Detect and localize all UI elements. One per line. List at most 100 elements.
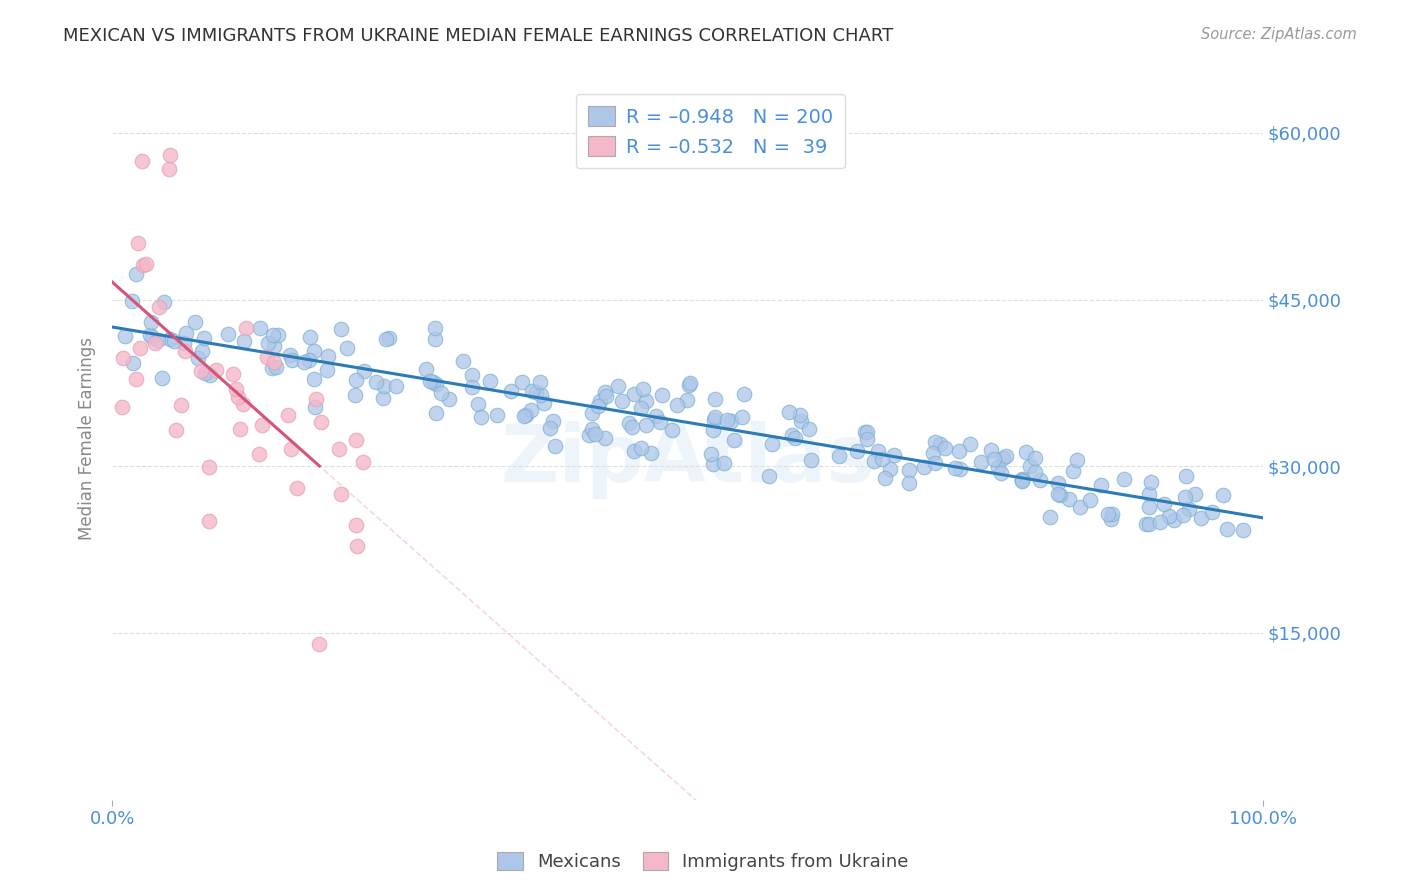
Point bbox=[247, 447, 270, 461]
Point bbox=[530, 388, 553, 402]
Point bbox=[870, 452, 893, 467]
Point bbox=[197, 514, 219, 528]
Point bbox=[352, 455, 374, 469]
Point bbox=[280, 442, 302, 456]
Point bbox=[1066, 453, 1088, 467]
Point bbox=[344, 433, 367, 447]
Point bbox=[1149, 515, 1171, 529]
Point bbox=[262, 328, 284, 343]
Point bbox=[897, 462, 920, 476]
Point bbox=[868, 443, 890, 458]
Point bbox=[543, 414, 565, 428]
Point bbox=[1015, 444, 1038, 458]
Point bbox=[256, 350, 278, 364]
Point bbox=[949, 462, 972, 476]
Point bbox=[501, 384, 523, 398]
Point bbox=[316, 363, 339, 377]
Point bbox=[159, 332, 181, 346]
Point bbox=[797, 422, 820, 436]
Point bbox=[862, 454, 884, 468]
Point bbox=[263, 339, 285, 353]
Point bbox=[139, 315, 162, 329]
Text: Source: ZipAtlas.com: Source: ZipAtlas.com bbox=[1201, 27, 1357, 42]
Point bbox=[1215, 522, 1237, 536]
Point bbox=[1114, 472, 1136, 486]
Point bbox=[510, 375, 533, 389]
Point bbox=[131, 154, 153, 169]
Point bbox=[873, 470, 896, 484]
Point bbox=[983, 452, 1005, 467]
Point bbox=[235, 321, 257, 335]
Point bbox=[165, 423, 187, 437]
Point bbox=[184, 315, 207, 329]
Point bbox=[298, 352, 321, 367]
Point bbox=[1163, 513, 1185, 527]
Point bbox=[1057, 492, 1080, 507]
Point bbox=[1046, 487, 1069, 501]
Point bbox=[1039, 509, 1062, 524]
Point bbox=[478, 375, 501, 389]
Point bbox=[578, 427, 600, 442]
Point bbox=[132, 259, 155, 273]
Point bbox=[828, 449, 851, 463]
Point bbox=[278, 348, 301, 362]
Point bbox=[520, 384, 543, 398]
Point bbox=[191, 344, 214, 359]
Point bbox=[190, 364, 212, 378]
Text: ZipAtlas: ZipAtlas bbox=[501, 421, 875, 500]
Point bbox=[898, 476, 921, 491]
Point bbox=[125, 372, 148, 386]
Point bbox=[335, 341, 357, 355]
Point bbox=[173, 336, 195, 351]
Point bbox=[1090, 478, 1112, 492]
Point bbox=[856, 432, 879, 446]
Point bbox=[375, 332, 398, 346]
Point bbox=[583, 426, 606, 441]
Point bbox=[260, 361, 283, 376]
Point bbox=[146, 333, 169, 347]
Point bbox=[1189, 511, 1212, 525]
Point bbox=[1097, 507, 1119, 521]
Point bbox=[264, 360, 287, 375]
Point bbox=[127, 236, 149, 251]
Point bbox=[430, 386, 453, 401]
Point bbox=[141, 329, 163, 343]
Point bbox=[1019, 459, 1042, 474]
Point bbox=[879, 462, 901, 476]
Point bbox=[425, 320, 447, 334]
Point bbox=[1157, 508, 1180, 523]
Point bbox=[678, 376, 700, 390]
Point bbox=[634, 418, 657, 433]
Point bbox=[198, 368, 221, 382]
Point bbox=[623, 444, 645, 458]
Point bbox=[980, 442, 1002, 457]
Point bbox=[855, 425, 877, 439]
Point bbox=[143, 336, 166, 351]
Point bbox=[125, 267, 148, 281]
Point bbox=[174, 343, 197, 358]
Point bbox=[378, 331, 401, 345]
Point bbox=[1024, 451, 1046, 466]
Point bbox=[538, 420, 561, 434]
Point bbox=[187, 351, 209, 365]
Point bbox=[533, 396, 555, 410]
Point bbox=[666, 399, 689, 413]
Point bbox=[702, 423, 724, 437]
Point bbox=[461, 368, 484, 382]
Point bbox=[595, 431, 617, 445]
Point bbox=[716, 413, 738, 427]
Point bbox=[346, 539, 368, 553]
Point bbox=[630, 401, 652, 415]
Point bbox=[328, 442, 350, 457]
Point bbox=[148, 300, 170, 314]
Point bbox=[385, 379, 408, 393]
Point bbox=[1049, 488, 1071, 502]
Point bbox=[135, 257, 157, 271]
Point bbox=[229, 422, 252, 436]
Point bbox=[1069, 500, 1091, 514]
Point bbox=[621, 420, 644, 434]
Point bbox=[761, 437, 783, 451]
Point bbox=[437, 392, 460, 406]
Point bbox=[934, 441, 956, 455]
Point bbox=[704, 392, 727, 406]
